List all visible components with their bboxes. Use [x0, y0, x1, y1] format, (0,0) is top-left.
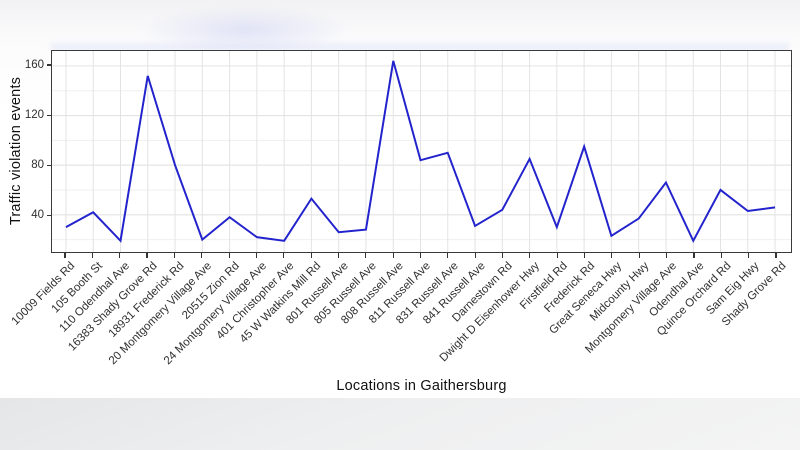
x-tick-mark	[91, 253, 93, 258]
x-tick-mark	[447, 253, 449, 258]
x-tick-mark	[419, 253, 422, 258]
x-tick-mark	[693, 253, 695, 258]
x-tick-mark	[584, 253, 586, 258]
x-tick-mark	[474, 253, 476, 258]
x-tick-mark	[392, 253, 394, 258]
x-tick-mark	[173, 253, 175, 258]
x-tick-mark	[638, 253, 640, 258]
x-axis-title: Locations in Gaithersburg	[336, 378, 507, 394]
x-tick-mark	[283, 253, 285, 258]
x-tick-mark	[337, 253, 340, 258]
plot-panel	[51, 50, 792, 253]
y-tick-mark	[46, 214, 51, 216]
x-tick-mark	[748, 253, 750, 258]
x-tick-mark	[501, 253, 504, 258]
line-series	[65, 60, 776, 244]
x-tick-mark	[119, 253, 121, 258]
y-tick-mark	[46, 114, 51, 116]
bottom-band	[0, 398, 800, 450]
x-tick-mark	[775, 253, 777, 258]
x-tick-mark	[720, 253, 722, 258]
background-glow	[140, 6, 350, 54]
x-tick-mark	[146, 253, 148, 258]
y-tick-label: 80	[31, 158, 44, 171]
x-tick-mark	[201, 253, 203, 258]
y-tick-mark	[46, 164, 51, 166]
y-axis-title: Traffic violation events	[8, 76, 24, 226]
x-tick-mark	[529, 253, 531, 258]
y-tick-label: 160	[24, 58, 44, 71]
x-tick-mark	[255, 253, 257, 258]
x-tick-mark	[556, 253, 558, 258]
x-tick-mark	[611, 253, 613, 258]
x-tick-mark	[666, 253, 668, 258]
y-tick-label: 120	[24, 108, 44, 121]
x-tick-mark	[64, 253, 66, 258]
background-glow-band	[50, 40, 790, 50]
line-chart-svg	[52, 51, 791, 252]
y-tick-label: 40	[31, 208, 44, 221]
x-tick-mark	[365, 253, 367, 258]
x-tick-mark	[228, 253, 230, 258]
y-tick-mark	[46, 64, 51, 66]
x-tick-mark	[310, 253, 312, 258]
